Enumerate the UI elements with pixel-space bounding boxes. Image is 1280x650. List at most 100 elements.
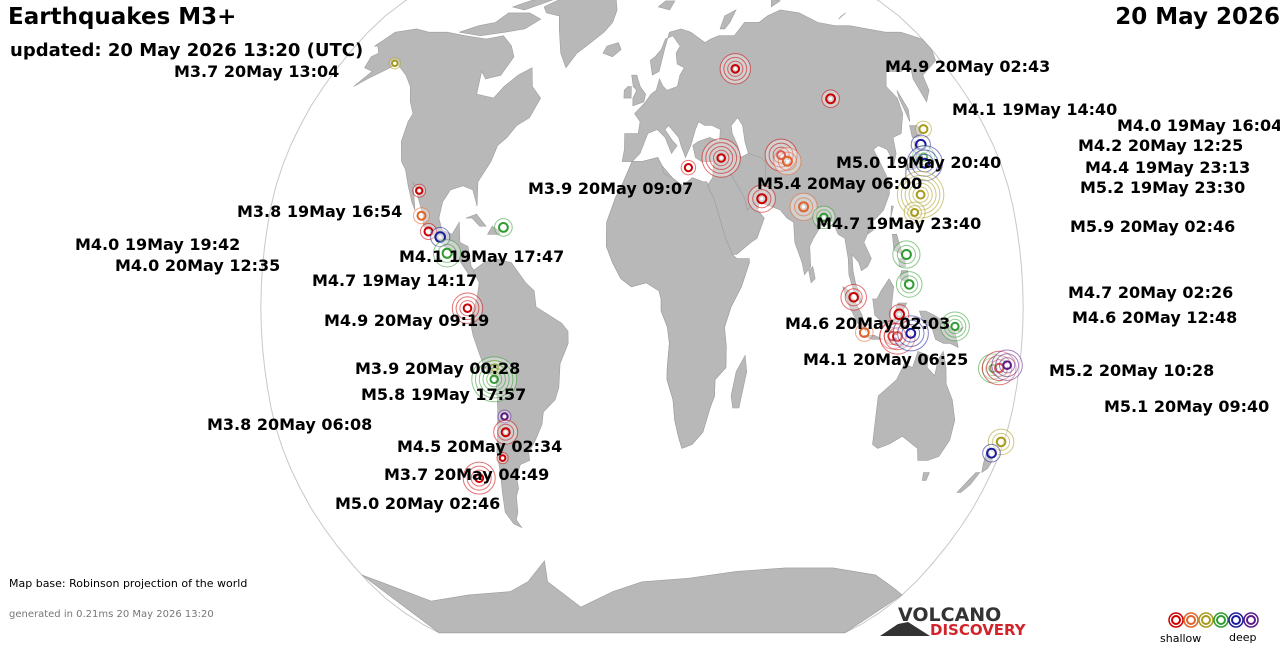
quake-label[interactable]: M5.0 20May 02:46 xyxy=(335,494,501,513)
legend-deep-label: deep xyxy=(1229,631,1257,644)
quake-marker[interactable] xyxy=(412,183,427,198)
quake-label[interactable]: M4.6 20May 02:03 xyxy=(785,314,951,333)
quake-marker[interactable] xyxy=(892,240,921,269)
quake-epicenter xyxy=(686,166,691,170)
land-cuba xyxy=(465,213,487,227)
quake-label[interactable]: M4.2 20May 12:25 xyxy=(1078,136,1244,155)
land-north-america xyxy=(353,28,541,275)
quake-label[interactable]: M4.1 19May 14:40 xyxy=(952,100,1118,119)
quake-label[interactable]: M4.9 20May 02:43 xyxy=(885,57,1051,76)
quake-marker[interactable] xyxy=(855,323,874,342)
quake-marker[interactable] xyxy=(896,171,945,219)
quake-label[interactable]: M3.7 20May 13:04 xyxy=(174,62,340,81)
legend-ring xyxy=(1198,612,1214,628)
quake-marker[interactable] xyxy=(903,201,926,224)
quake-marker[interactable] xyxy=(494,218,513,237)
quake-marker[interactable] xyxy=(719,53,751,85)
quake-ring xyxy=(391,59,399,68)
quake-ring xyxy=(986,447,997,459)
quake-epicenter xyxy=(1005,363,1009,367)
volcano-discovery-logo[interactable]: VOLCANO DISCOVERY xyxy=(880,604,1040,640)
quake-label[interactable]: M4.5 20May 02:34 xyxy=(397,437,563,456)
quake-ring xyxy=(950,321,960,331)
quake-label[interactable]: M4.6 20May 12:48 xyxy=(1072,308,1238,327)
quake-marker[interactable] xyxy=(493,419,519,445)
quake-marker[interactable] xyxy=(789,192,818,221)
quake-marker[interactable] xyxy=(773,147,802,176)
quake-ring xyxy=(705,142,738,174)
quake-ring xyxy=(893,308,906,321)
quake-epicenter xyxy=(999,440,1003,444)
quake-marker[interactable] xyxy=(451,292,484,324)
quake-marker[interactable] xyxy=(889,304,910,325)
quake-marker[interactable] xyxy=(496,452,509,465)
quake-marker[interactable] xyxy=(892,315,929,352)
quake-marker[interactable] xyxy=(462,461,496,495)
quake-label[interactable]: M4.0 20May 12:35 xyxy=(115,256,281,275)
quake-label[interactable]: M4.7 20May 02:26 xyxy=(1068,283,1234,302)
land-antarctica xyxy=(361,560,903,634)
quake-marker[interactable] xyxy=(895,271,923,298)
quake-marker[interactable] xyxy=(840,284,868,311)
quake-label[interactable]: M5.2 20May 10:28 xyxy=(1049,361,1215,380)
quake-label[interactable]: M5.9 20May 02:46 xyxy=(1070,217,1236,236)
land-south-america xyxy=(470,258,569,529)
quake-epicenter xyxy=(445,251,449,255)
quake-ring xyxy=(911,149,939,177)
quake-ring xyxy=(777,151,798,171)
quake-epicenter xyxy=(802,205,806,209)
quake-ring xyxy=(776,150,787,161)
quake-marker[interactable] xyxy=(413,207,430,225)
quake-ring xyxy=(903,279,915,290)
quake-label[interactable]: M4.1 20May 06:25 xyxy=(803,350,969,369)
quake-label[interactable]: M3.9 20May 00:28 xyxy=(355,359,521,378)
land-severnaya-zemlya xyxy=(770,0,781,8)
quake-ring xyxy=(900,249,912,260)
quake-ring xyxy=(500,427,511,438)
quake-label[interactable]: M4.9 20May 09:19 xyxy=(324,311,490,330)
quake-marker[interactable] xyxy=(987,428,1015,456)
map-base-note: Map base: Robinson projection of the wor… xyxy=(9,577,248,590)
quake-label[interactable]: M5.8 19May 17:57 xyxy=(361,385,527,404)
quake-ring xyxy=(992,432,1011,451)
quake-ring xyxy=(486,371,503,388)
quake-marker[interactable] xyxy=(471,356,518,403)
quake-marker[interactable] xyxy=(433,239,462,268)
quake-epicenter xyxy=(438,235,442,239)
quake-ring xyxy=(474,473,485,484)
quake-marker[interactable] xyxy=(680,159,697,176)
quake-label[interactable]: M4.7 19May 14:17 xyxy=(312,271,478,290)
quake-label[interactable]: M4.0 19May 16:04 xyxy=(1117,116,1280,135)
quake-label[interactable]: M3.9 20May 09:07 xyxy=(528,179,694,198)
quake-epicenter xyxy=(492,377,496,381)
quake-label[interactable]: M4.4 19May 23:13 xyxy=(1085,158,1251,177)
quake-label[interactable]: M5.4 20May 06:00 xyxy=(757,174,923,193)
quake-label[interactable]: M3.7 20May 04:49 xyxy=(384,465,550,484)
logo-line-2: DISCOVERY xyxy=(930,621,1026,639)
quake-label[interactable]: M5.1 20May 09:40 xyxy=(1104,397,1270,416)
quake-marker[interactable] xyxy=(991,349,1023,381)
quake-marker[interactable] xyxy=(388,57,401,70)
quake-label[interactable]: M4.7 19May 23:40 xyxy=(816,214,982,233)
land-canadian-arctic-1 xyxy=(459,12,542,37)
quake-marker[interactable] xyxy=(701,138,741,178)
quake-marker[interactable] xyxy=(747,184,776,213)
quake-ring xyxy=(756,193,768,205)
quake-marker[interactable] xyxy=(497,409,512,424)
land-australia xyxy=(872,350,956,461)
quake-marker[interactable] xyxy=(914,120,932,138)
quake-marker[interactable] xyxy=(821,89,840,109)
quake-ring xyxy=(915,138,927,151)
quake-label[interactable]: M5.2 19May 23:30 xyxy=(1080,178,1246,197)
quake-label[interactable]: M4.1 19May 17:47 xyxy=(399,247,565,266)
quake-marker[interactable] xyxy=(940,311,970,342)
quake-ring xyxy=(999,357,1016,374)
quake-ring xyxy=(844,288,863,307)
quake-ring xyxy=(462,303,473,314)
quake-label[interactable]: M3.8 19May 16:54 xyxy=(237,202,403,221)
quake-label[interactable]: M4.0 19May 19:42 xyxy=(75,235,241,254)
quake-label[interactable]: M3.8 20May 06:08 xyxy=(207,415,373,434)
quake-marker[interactable] xyxy=(982,443,1001,463)
quake-marker[interactable] xyxy=(812,205,836,230)
quake-label[interactable]: M5.0 19May 20:40 xyxy=(836,153,1002,172)
